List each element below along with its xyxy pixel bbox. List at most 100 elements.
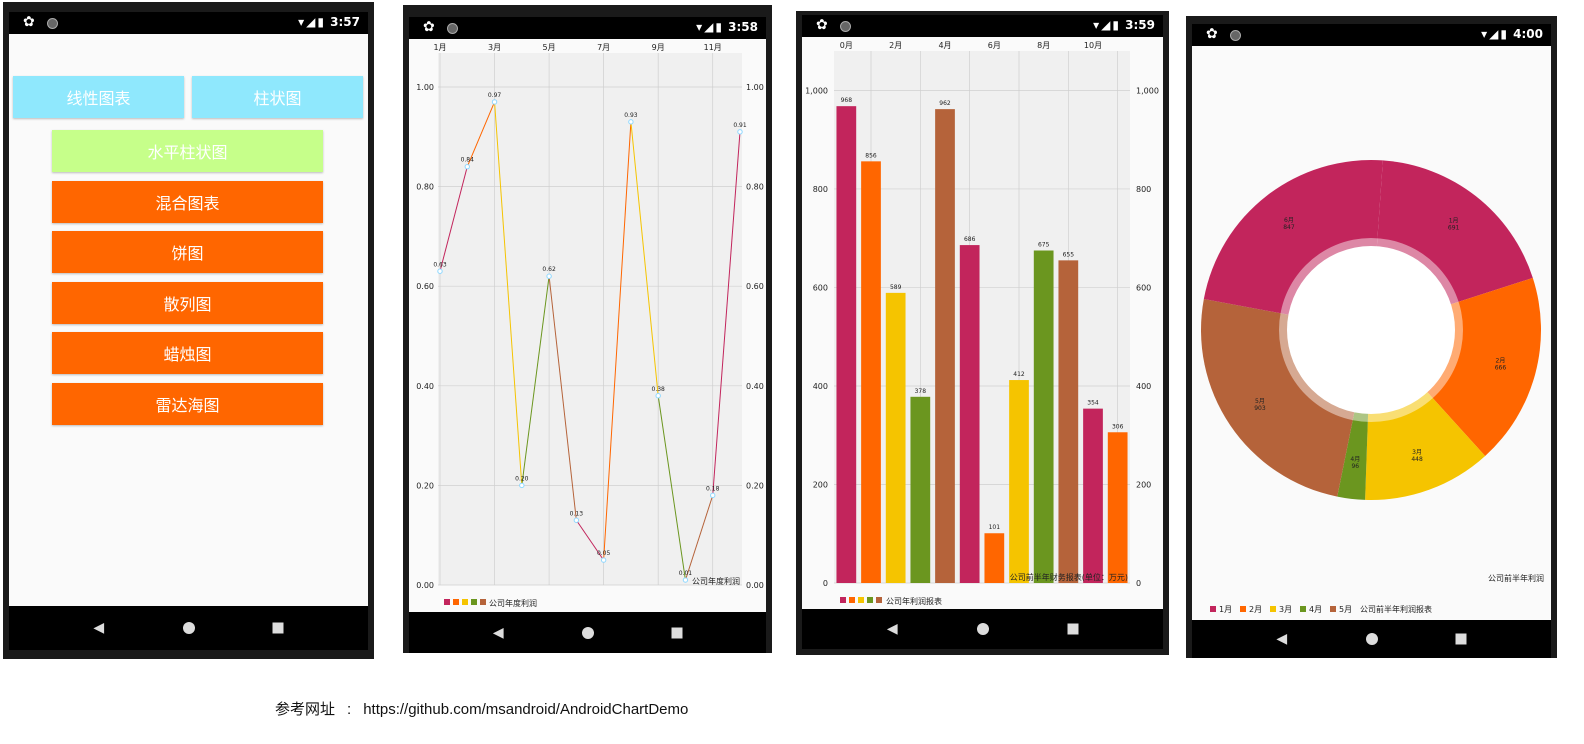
- data-point[interactable]: [682, 577, 689, 583]
- legend-item-label: 2月: [1249, 605, 1262, 614]
- radar-chart-button[interactable]: 雷达海图: [52, 383, 323, 425]
- slice-label: 4月: [1350, 456, 1360, 463]
- home-icon[interactable]: [1365, 633, 1378, 645]
- line-chart-button[interactable]: 线性图表: [13, 76, 184, 118]
- line-segment: [494, 101, 523, 486]
- bar[interactable]: [910, 396, 931, 583]
- bar[interactable]: [885, 292, 906, 583]
- line-segment: [439, 166, 468, 272]
- y-tick-label-left: 800: [813, 185, 828, 194]
- phone-pie-chart: ✿ ▾◢▮ 4:00 1月 691 2月 666 3月 448 4月 96 5月 903 6月 847…: [1186, 16, 1557, 658]
- data-point[interactable]: [491, 99, 498, 105]
- line-segment: [657, 395, 686, 581]
- nav-bar: ◀: [1192, 620, 1551, 658]
- x-tick-label: 4月: [938, 41, 951, 50]
- legend-swatch: [858, 597, 864, 603]
- bar[interactable]: [1107, 432, 1128, 583]
- data-point[interactable]: [628, 119, 634, 125]
- data-point[interactable]: [546, 273, 552, 279]
- scatter-chart-button[interactable]: 散列图: [52, 282, 323, 324]
- bar-value-label: 655: [1063, 251, 1075, 258]
- notification-dot-icon: [1230, 30, 1241, 41]
- bar-value-label: 675: [1038, 242, 1050, 249]
- x-tick-label: 5月: [543, 43, 556, 52]
- y-tick-label-right: 0.00: [746, 581, 764, 590]
- y-tick-label-left: 0: [823, 579, 828, 588]
- data-point[interactable]: [710, 492, 716, 499]
- legend: 公司年利润报表: [840, 596, 942, 606]
- chart-description: 公司年度利润: [692, 576, 740, 586]
- line-segment: [466, 101, 496, 167]
- bar-value-label: 968: [841, 97, 853, 104]
- slice-value: 847: [1283, 224, 1295, 231]
- pie-hole: [1287, 246, 1455, 414]
- home-icon[interactable]: [581, 626, 594, 639]
- back-icon[interactable]: ◀: [93, 620, 105, 636]
- data-point[interactable]: [464, 163, 470, 170]
- legend-swatch: [480, 599, 486, 605]
- line-chart[interactable]: 1月 3月 5月 7月 9月 11月 0.00 0.00 0.20 0.20 0.40 0.40 0.…: [409, 39, 766, 612]
- reference-url[interactable]: https://github.com/msandroid/AndroidChar…: [363, 701, 689, 718]
- bar-value-label: 101: [989, 524, 1001, 531]
- data-point[interactable]: [737, 129, 743, 135]
- y-tick-label-right: 0: [1136, 579, 1141, 588]
- recent-apps-icon[interactable]: [272, 622, 284, 634]
- status-time: 4:00: [1513, 27, 1543, 41]
- y-tick-label-right: 400: [1136, 382, 1151, 391]
- slice-label: 1月: [1449, 218, 1459, 225]
- slice-value: 96: [1351, 463, 1359, 470]
- line-segment: [712, 131, 741, 496]
- x-tick-label: 1月: [433, 43, 446, 52]
- bar[interactable]: [1083, 408, 1103, 583]
- bar[interactable]: [1033, 250, 1054, 584]
- combined-chart-button[interactable]: 混合图表: [52, 181, 323, 223]
- data-label: 0.20: [515, 475, 529, 482]
- y-tick-label-left: 600: [813, 283, 828, 292]
- candle-chart-button[interactable]: 蜡烛图: [52, 332, 323, 374]
- data-point[interactable]: [600, 557, 607, 563]
- data-point[interactable]: [437, 268, 443, 274]
- home-icon[interactable]: [182, 622, 195, 634]
- bar[interactable]: [1058, 260, 1079, 583]
- legend-item-label: 3月: [1279, 605, 1292, 614]
- y-tick-label-right: 0.80: [746, 183, 764, 192]
- data-point[interactable]: [655, 393, 661, 399]
- back-icon[interactable]: ◀: [886, 621, 898, 637]
- bar[interactable]: [836, 106, 857, 583]
- bar-chart[interactable]: 0月 2月 4月 6月 8月 10月 0 0 200 200 400 400 600 600 800 800…: [802, 37, 1163, 609]
- home-icon[interactable]: [976, 623, 989, 635]
- back-icon[interactable]: ◀: [1276, 631, 1288, 647]
- data-point[interactable]: [573, 517, 580, 523]
- data-label: 0.97: [488, 92, 502, 99]
- horizontal-bar-button[interactable]: 水平柱状图: [52, 130, 323, 172]
- legend-swatch: [1300, 606, 1306, 612]
- bar[interactable]: [959, 245, 980, 583]
- data-point[interactable]: [519, 482, 525, 489]
- chart-description: 公司前半年财务报表(单位：万元): [1010, 572, 1128, 582]
- recent-apps-icon[interactable]: [1455, 633, 1467, 645]
- bar[interactable]: [1009, 380, 1029, 583]
- reference-line: 参考网址: https://github.com/msandroid/Androi…: [275, 698, 688, 719]
- x-tick-label: 2月: [889, 41, 902, 50]
- bar[interactable]: [861, 161, 881, 583]
- legend-swatch: [1240, 606, 1246, 612]
- pie-chart-button[interactable]: 饼图: [52, 231, 323, 273]
- legend-item-label: 4月: [1309, 605, 1322, 614]
- reference-separator: :: [347, 701, 352, 718]
- recent-apps-icon[interactable]: [671, 627, 683, 638]
- back-icon[interactable]: ◀: [492, 624, 504, 641]
- data-label: 0.05: [597, 550, 611, 557]
- nav-bar: ◀: [802, 609, 1163, 649]
- notification-dot-icon: [840, 21, 851, 32]
- line-segment: [603, 121, 632, 561]
- x-tick-label: 10月: [1084, 41, 1102, 50]
- slice-label: 2月: [1496, 358, 1506, 365]
- notification-dot-icon: [447, 23, 458, 34]
- legend: 1月 2月 3月 4月 5月 公司前半年利润报表: [1210, 604, 1432, 614]
- bar[interactable]: [984, 533, 1005, 583]
- bar[interactable]: [935, 109, 955, 584]
- bar-value-label: 412: [1013, 371, 1025, 378]
- bar-chart-button[interactable]: 柱状图: [192, 76, 363, 118]
- recent-apps-icon[interactable]: [1067, 623, 1079, 635]
